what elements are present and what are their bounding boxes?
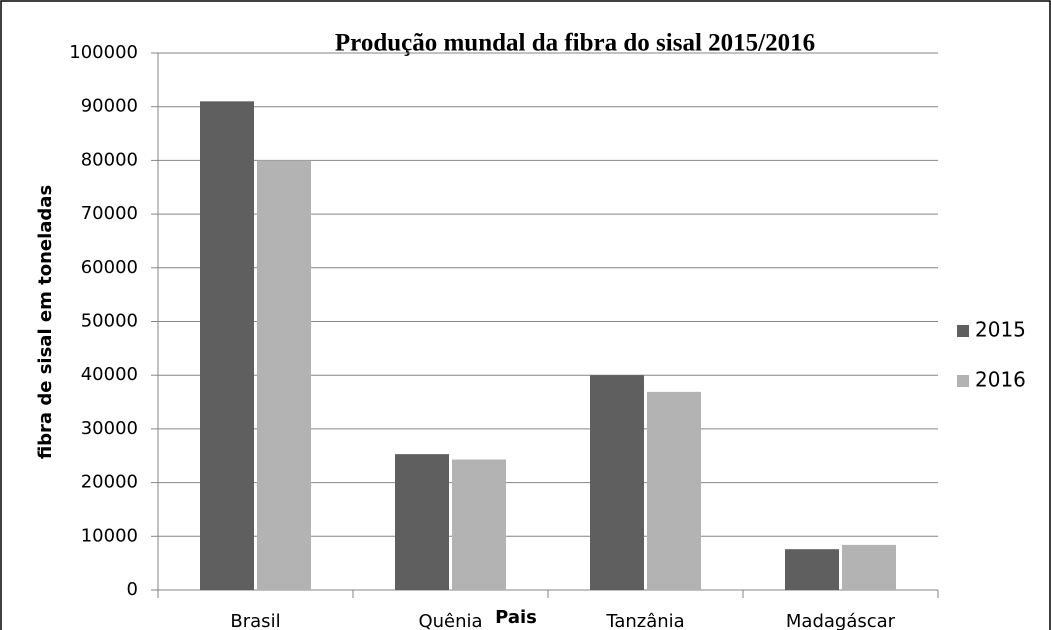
bar <box>395 454 449 590</box>
legend-label: 2015 <box>975 318 1026 342</box>
legend-swatch <box>957 375 969 387</box>
y-tick-label: 60000 <box>81 257 138 278</box>
bar <box>647 391 701 590</box>
x-tick-label: Quênia <box>418 611 482 630</box>
x-axis-label: Pais <box>495 607 537 628</box>
y-tick-label: 80000 <box>81 149 138 170</box>
y-tick-label: 30000 <box>81 418 138 439</box>
bar <box>842 544 896 590</box>
bar <box>590 375 644 590</box>
x-tick-label: Brasil <box>230 611 280 630</box>
legend-label: 2016 <box>975 368 1026 392</box>
bar <box>785 549 839 590</box>
y-tick-label: 40000 <box>81 364 138 385</box>
y-tick-label: 50000 <box>81 311 138 332</box>
chart-title: Produção mundal da fibra do sisal 2015/2… <box>335 30 815 57</box>
y-tick-label: 0 <box>127 579 138 600</box>
y-tick-label: 90000 <box>81 96 138 117</box>
bar <box>200 101 254 590</box>
bar <box>452 459 506 590</box>
bar <box>257 160 311 590</box>
x-tick-label: Madagáscar <box>786 611 896 630</box>
y-axis-label: fibra de sisal em toneladas <box>35 185 56 459</box>
y-tick-label: 70000 <box>81 203 138 224</box>
y-tick-label: 20000 <box>81 472 138 493</box>
y-tick-label: 100000 <box>69 42 138 63</box>
x-tick-label: Tanzânia <box>605 611 684 630</box>
y-tick-label: 10000 <box>81 525 138 546</box>
legend-swatch <box>957 325 969 337</box>
